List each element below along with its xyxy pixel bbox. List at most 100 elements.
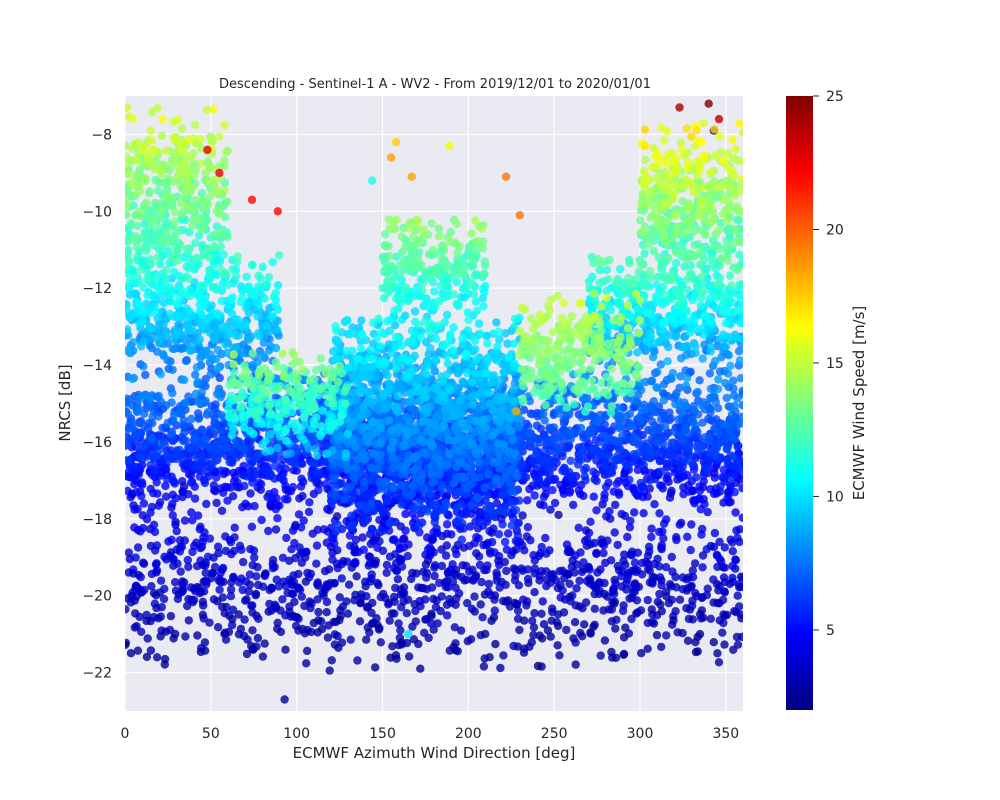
data-point (517, 564, 526, 573)
data-point (703, 584, 712, 593)
data-point (176, 567, 185, 576)
data-point (125, 605, 130, 614)
data-point (525, 642, 534, 651)
data-point (226, 592, 236, 601)
data-point (731, 508, 740, 517)
data-point (691, 638, 700, 647)
data-point (562, 540, 572, 549)
data-point (333, 520, 342, 529)
data-point (249, 546, 259, 555)
data-point (535, 475, 544, 484)
data-point (178, 477, 187, 486)
data-point (541, 533, 550, 543)
data-point (401, 509, 410, 519)
data-point (726, 472, 736, 481)
data-point (735, 525, 743, 534)
data-point (647, 426, 656, 435)
data-point (523, 496, 532, 505)
data-point (270, 461, 280, 471)
data-point (495, 560, 504, 570)
data-point (125, 409, 133, 419)
data-point (227, 621, 237, 630)
data-point (574, 486, 583, 495)
data-point (615, 424, 624, 433)
data-point (502, 507, 512, 517)
data-point (218, 602, 227, 612)
data-point (306, 603, 315, 613)
data-point (656, 415, 666, 424)
data-point (237, 443, 246, 452)
data-point (518, 511, 527, 520)
data-point (360, 455, 369, 464)
data-point (306, 569, 316, 578)
data-point (738, 483, 743, 493)
data-point (221, 635, 231, 644)
data-point (716, 482, 725, 491)
data-point (477, 577, 486, 587)
data-point (563, 547, 572, 557)
data-point (177, 453, 186, 462)
data-point (738, 470, 743, 479)
data-point (549, 457, 558, 466)
data-point (330, 579, 339, 588)
data-point (282, 533, 291, 543)
data-point (530, 588, 539, 597)
data-point (344, 580, 354, 589)
data-point (456, 626, 466, 635)
data-point (125, 469, 130, 478)
data-point (257, 515, 266, 525)
data-point (615, 412, 624, 421)
data-point (602, 442, 611, 451)
data-point (226, 585, 236, 594)
data-point (125, 640, 130, 650)
data-point (733, 394, 742, 403)
data-point (595, 578, 604, 587)
data-point (487, 537, 497, 547)
data-point (590, 538, 599, 548)
data-point (621, 560, 630, 569)
data-point (706, 485, 715, 494)
data-point (667, 552, 676, 562)
data-point (466, 522, 475, 531)
data-point (233, 478, 242, 487)
data-point (592, 476, 601, 486)
data-point (666, 582, 676, 591)
data-point (126, 649, 136, 658)
data-point (324, 565, 334, 574)
data-point (539, 620, 549, 629)
data-point (605, 507, 614, 516)
data-point (486, 591, 496, 600)
data-point (346, 482, 355, 491)
data-point (351, 463, 360, 472)
data-point (681, 424, 690, 433)
data-point (309, 618, 318, 628)
data-point (512, 472, 522, 481)
data-point (184, 562, 193, 572)
data-point (343, 557, 352, 566)
data-point (347, 522, 357, 531)
data-point (624, 629, 634, 638)
data-point (401, 526, 410, 535)
data-point (499, 651, 508, 660)
data-point (528, 616, 537, 625)
data-point (639, 509, 648, 518)
data-point (423, 545, 433, 554)
data-point (497, 491, 507, 500)
data-point (409, 482, 418, 491)
data-point (178, 421, 188, 430)
data-point (457, 535, 466, 544)
data-point (599, 548, 608, 558)
data-point (313, 578, 322, 587)
data-point (346, 541, 355, 550)
data-point (411, 474, 420, 483)
data-point (273, 624, 282, 633)
data-point (218, 563, 228, 573)
data-point (635, 413, 644, 422)
data-point (625, 475, 634, 484)
data-point (180, 428, 189, 437)
data-point (327, 533, 336, 543)
data-point (726, 480, 735, 489)
data-point (634, 448, 643, 458)
data-point (299, 516, 308, 525)
data-point (695, 376, 704, 385)
